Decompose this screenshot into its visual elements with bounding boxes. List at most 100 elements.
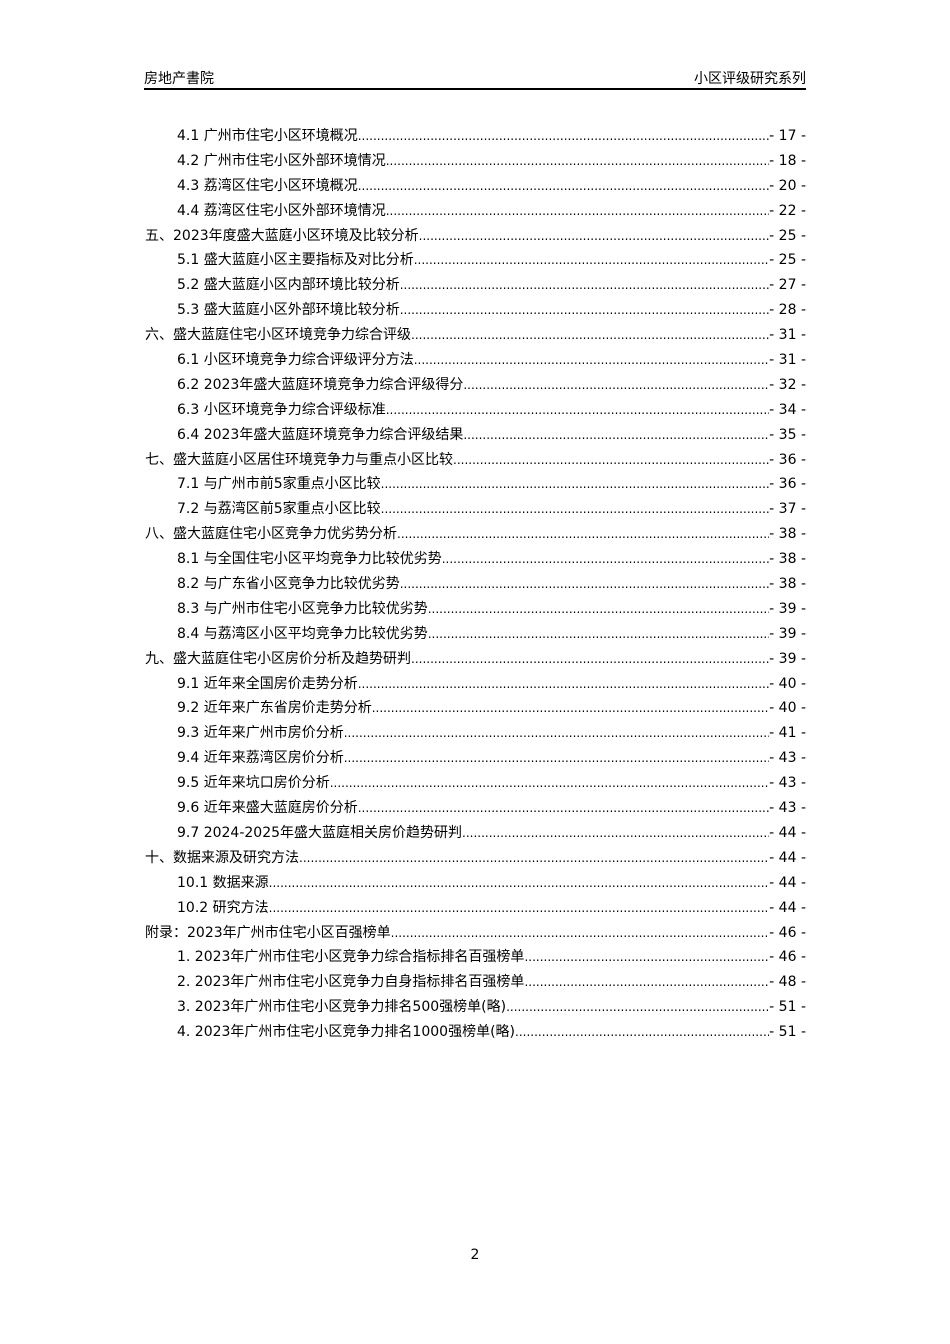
toc-entry-title: 9.3 近年来广州市房价分析 xyxy=(177,725,344,742)
toc-entry[interactable]: 10.2 研究方法...............................… xyxy=(145,897,806,922)
toc-entry-page: - 27 - xyxy=(769,277,806,294)
toc-entry-title: 9.1 近年来全国房价走势分析 xyxy=(177,675,358,692)
toc-entry[interactable]: 9.5 近年来坑口房价分析...........................… xyxy=(145,772,806,797)
toc-entry[interactable]: 7.2 与荔湾区前5家重点小区比较.......................… xyxy=(145,498,806,523)
toc-entry[interactable]: 8.3 与广州市住宅小区竞争力比较优劣势....................… xyxy=(145,598,806,623)
toc-entry-page: - 34 - xyxy=(769,401,806,418)
toc-entry-page: - 41 - xyxy=(769,725,806,742)
toc-entry-title: 4. 2023年广州市住宅小区竞争力排名1000强榜单(略) xyxy=(177,1024,515,1041)
toc-entry-page: - 31 - xyxy=(769,327,806,344)
dot-leader: ........................................… xyxy=(329,776,769,791)
toc-entry-title: 4.3 荔湾区住宅小区环境概况 xyxy=(177,177,358,194)
toc-entry-page: - 38 - xyxy=(769,526,806,543)
toc-entry[interactable]: 五、2023年度盛大蓝庭小区环境及比较分析...................… xyxy=(145,225,806,250)
toc-entry[interactable]: 9.2 近年来广东省房价走势分析........................… xyxy=(145,697,806,722)
toc-entry-page: - 25 - xyxy=(769,227,806,244)
toc-entry[interactable]: 六、盛大蓝庭住宅小区环境竞争力综合评级.....................… xyxy=(145,324,806,349)
toc-entry-title: 八、盛大蓝庭住宅小区竞争力优劣势分析 xyxy=(145,526,397,543)
toc-entry[interactable]: 附录：2023年广州市住宅小区百强榜单.....................… xyxy=(145,922,806,947)
toc-entry[interactable]: 3. 2023年广州市住宅小区竞争力排名500强榜单(略)...........… xyxy=(145,996,806,1021)
toc-entry[interactable]: 8.1 与全国住宅小区平均竞争力比较优劣势...................… xyxy=(145,548,806,573)
toc-entry[interactable]: 5.3 盛大蓝庭小区外部环境比较分析......................… xyxy=(145,299,806,324)
dot-leader: ........................................… xyxy=(463,377,769,392)
toc-entry-title: 8.1 与全国住宅小区平均竞争力比较优劣势 xyxy=(177,551,442,568)
toc-entry[interactable]: 9.4 近年来荔湾区房价分析..........................… xyxy=(145,747,806,772)
toc-entry-page: - 25 - xyxy=(769,252,806,269)
dot-leader: ........................................… xyxy=(413,253,769,268)
dot-leader: ........................................… xyxy=(524,950,770,965)
toc-entry-title: 6.2 2023年盛大蓝庭环境竞争力综合评级得分 xyxy=(177,376,464,393)
dot-leader: ........................................… xyxy=(399,303,770,318)
toc-entry[interactable]: 七、盛大蓝庭小区居住环境竞争力与重点小区比较..................… xyxy=(145,449,806,474)
toc-entry-title: 9.6 近年来盛大蓝庭房价分析 xyxy=(177,800,358,817)
toc-entry-title: 4.2 广州市住宅小区外部环境情况 xyxy=(177,152,386,169)
toc-entry-title: 3. 2023年广州市住宅小区竞争力排名500强榜单(略) xyxy=(177,999,507,1016)
dot-leader: ........................................… xyxy=(462,825,769,840)
dot-leader: ........................................… xyxy=(399,278,770,293)
toc-entry[interactable]: 9.1 近年来全国房价走势分析.........................… xyxy=(145,673,806,698)
toc-entry[interactable]: 6.2 2023年盛大蓝庭环境竞争力综合评级得分................… xyxy=(145,374,806,399)
toc-entry[interactable]: 10.1 数据来源...............................… xyxy=(145,872,806,897)
toc-entry-title: 4.4 荔湾区住宅小区外部环境情况 xyxy=(177,202,386,219)
toc-entry[interactable]: 5.2 盛大蓝庭小区内部环境比较分析......................… xyxy=(145,274,806,299)
toc-entry-title: 1. 2023年广州市住宅小区竞争力综合指标排名百强榜单 xyxy=(177,949,525,966)
toc-entry-title: 10.1 数据来源 xyxy=(177,874,269,891)
toc-entry[interactable]: 4.3 荔湾区住宅小区环境概况.........................… xyxy=(145,175,806,200)
toc-entry-page: - 31 - xyxy=(769,352,806,369)
dot-leader: ........................................… xyxy=(385,402,769,417)
toc-entry[interactable]: 7.1 与广州市前5家重点小区比较.......................… xyxy=(145,473,806,498)
page-header: 房地产書院 小区评级研究系列 xyxy=(144,66,806,90)
dot-leader: ........................................… xyxy=(463,427,769,442)
toc-entry-title: 8.4 与荔湾区小区平均竞争力比较优劣势 xyxy=(177,625,428,642)
toc-entry-page: - 46 - xyxy=(769,949,806,966)
toc-entry[interactable]: 1. 2023年广州市住宅小区竞争力综合指标排名百强榜单............… xyxy=(145,946,806,971)
toc-entry-title: 5.2 盛大蓝庭小区内部环境比较分析 xyxy=(177,277,400,294)
dot-leader: ........................................… xyxy=(411,651,769,666)
toc-entry-page: - 44 - xyxy=(769,874,806,891)
toc-entry[interactable]: 9.3 近年来广州市房价分析..........................… xyxy=(145,722,806,747)
toc-entry-title: 10.2 研究方法 xyxy=(177,899,269,916)
toc-entry-page: - 43 - xyxy=(769,775,806,792)
toc-entry[interactable]: 4.1 广州市住宅小区环境概况.........................… xyxy=(145,125,806,150)
toc-entry-title: 2. 2023年广州市住宅小区竞争力自身指标排名百强榜单 xyxy=(177,974,525,991)
dot-leader: ........................................… xyxy=(411,328,769,343)
toc-entry-page: - 38 - xyxy=(769,551,806,568)
toc-entry[interactable]: 8.2 与广东省小区竞争力比较优劣势......................… xyxy=(145,573,806,598)
toc-entry[interactable]: 2. 2023年广州市住宅小区竞争力自身指标排名百强榜单............… xyxy=(145,971,806,996)
toc-entry[interactable]: 9.7 2024-2025年盛大蓝庭相关房价趋势研判..............… xyxy=(145,822,806,847)
toc-entry-page: - 39 - xyxy=(769,600,806,617)
page-number: 2 xyxy=(470,1247,480,1263)
dot-leader: ........................................… xyxy=(418,228,770,243)
toc-entry-title: 附录：2023年广州市住宅小区百强榜单 xyxy=(145,924,391,941)
toc-entry[interactable]: 八、盛大蓝庭住宅小区竞争力优劣势分析......................… xyxy=(145,523,806,548)
toc-entry[interactable]: 8.4 与荔湾区小区平均竞争力比较优劣势....................… xyxy=(145,623,806,648)
toc-entry-title: 7.1 与广州市前5家重点小区比较 xyxy=(177,476,381,493)
header-right-title: 小区评级研究系列 xyxy=(694,71,806,87)
toc-entry[interactable]: 9.6 近年来盛大蓝庭房价分析.........................… xyxy=(145,797,806,822)
toc-entry[interactable]: 5.1 盛大蓝庭小区主要指标及对比分析.....................… xyxy=(145,249,806,274)
toc-entry[interactable]: 4. 2023年广州市住宅小区竞争力排名1000强榜单(略)..........… xyxy=(145,1021,806,1046)
toc-entry-title: 9.2 近年来广东省房价走势分析 xyxy=(177,700,372,717)
toc-entry[interactable]: 4.2 广州市住宅小区外部环境情况.......................… xyxy=(145,150,806,175)
toc-entry-page: - 48 - xyxy=(769,974,806,991)
toc-entry[interactable]: 6.3 小区环境竞争力综合评级标准.......................… xyxy=(145,399,806,424)
toc-entry[interactable]: 十、数据来源及研究方法.............................… xyxy=(145,847,806,872)
dot-leader: ........................................… xyxy=(357,676,769,691)
toc-entry[interactable]: 九、盛大蓝庭住宅小区房价分析及趋势研判.....................… xyxy=(145,648,806,673)
toc-entry[interactable]: 4.4 荔湾区住宅小区外部环境情况.......................… xyxy=(145,200,806,225)
dot-leader: ........................................… xyxy=(385,153,769,168)
dot-leader: ........................................… xyxy=(299,850,769,865)
toc-entry-title: 五、2023年度盛大蓝庭小区环境及比较分析 xyxy=(145,227,419,244)
dot-leader: ........................................… xyxy=(357,129,769,143)
toc-entry-page: - 39 - xyxy=(769,625,806,642)
toc-entry-title: 8.3 与广州市住宅小区竞争力比较优劣势 xyxy=(177,600,428,617)
dot-leader: ........................................… xyxy=(371,701,769,716)
toc-entry[interactable]: 6.4 2023年盛大蓝庭环境竞争力综合评级结果................… xyxy=(145,424,806,449)
toc-entry[interactable]: 6.1 小区环境竞争力综合评级评分方法.....................… xyxy=(145,349,806,374)
header-left-title: 房地产書院 xyxy=(144,71,214,87)
dot-leader: ........................................… xyxy=(399,577,770,592)
toc-entry-title: 9.5 近年来坑口房价分析 xyxy=(177,775,330,792)
toc-entry-page: - 22 - xyxy=(769,202,806,219)
toc-entry-page: - 17 - xyxy=(769,128,806,144)
toc-entry-title: 六、盛大蓝庭住宅小区环境竞争力综合评级 xyxy=(145,327,411,344)
